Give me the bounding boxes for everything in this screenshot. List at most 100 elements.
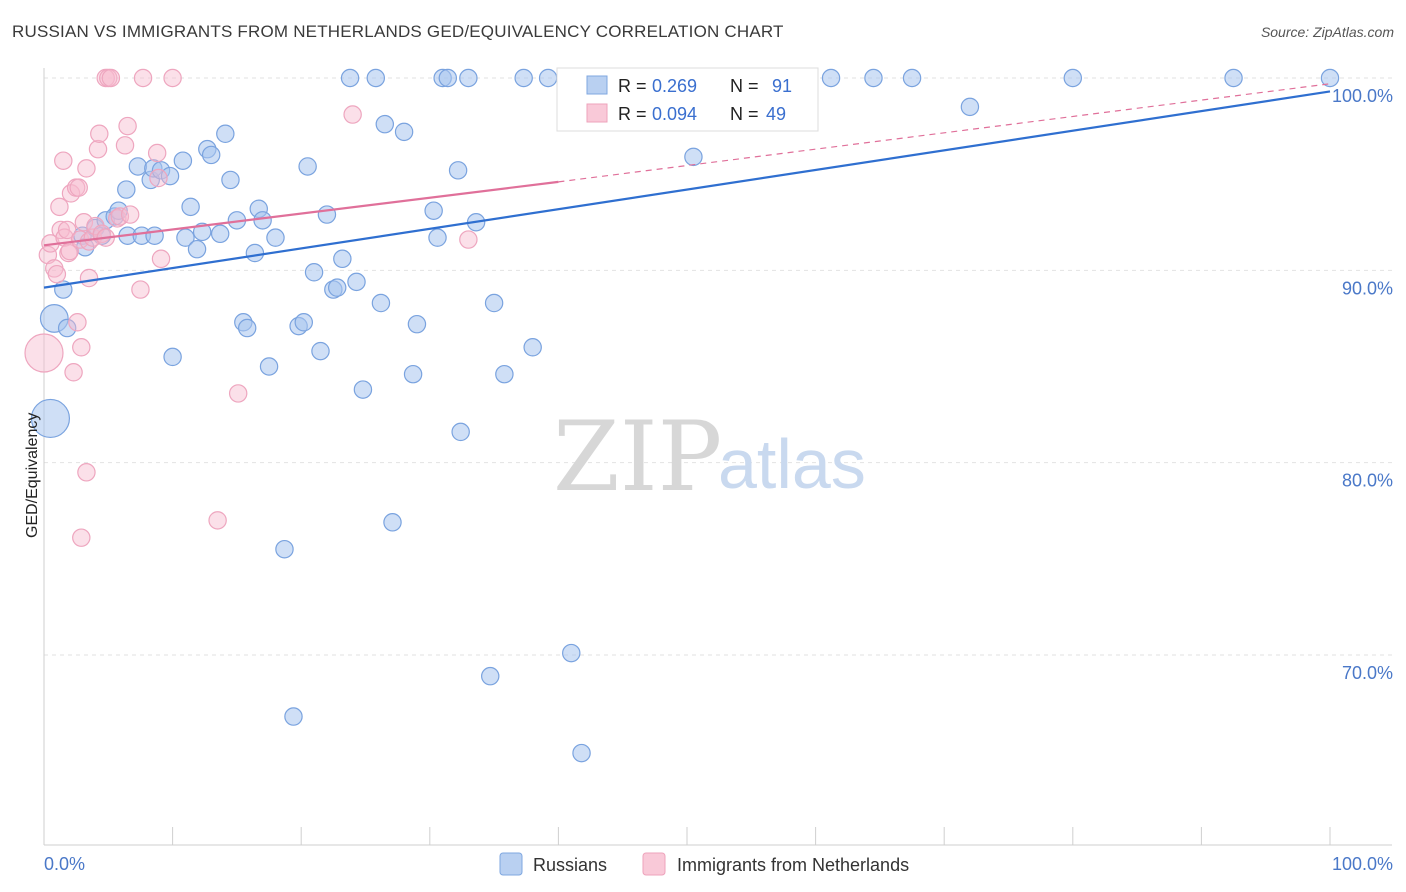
russian-point <box>403 364 423 384</box>
russian-point <box>145 226 164 245</box>
watermark: ZIP atlas <box>553 401 866 513</box>
legend-r-label-russians: R = <box>618 76 647 96</box>
netherlands-point <box>64 363 83 382</box>
russian-point <box>375 114 395 134</box>
russian-point <box>237 318 257 338</box>
bottom-legend-swatch-netherlands <box>642 852 666 876</box>
netherlands-point <box>131 280 150 299</box>
russian-point <box>428 228 447 247</box>
russian-point <box>353 380 373 399</box>
legend-r-label-netherlands: R = <box>618 104 647 124</box>
russian-point <box>514 68 533 88</box>
russian-point <box>459 68 478 88</box>
netherlands-point <box>88 139 108 159</box>
russian-point <box>438 68 458 88</box>
russian-point <box>210 224 230 244</box>
gridlines <box>44 77 1392 656</box>
netherlands-point <box>77 159 96 178</box>
russian-point <box>298 157 317 176</box>
legend-n-label-netherlands: N = <box>730 104 759 124</box>
russian-point <box>347 272 366 292</box>
y-tick-label: 90.0% <box>1342 278 1393 298</box>
chart-title: RUSSIAN VS IMMIGRANTS FROM NETHERLANDS G… <box>12 22 784 41</box>
russian-point <box>523 338 542 357</box>
legend-n-value-russians: 91 <box>772 76 792 96</box>
russian-point <box>1224 68 1243 88</box>
x-tick-label: 0.0% <box>44 854 85 874</box>
x-tick-labels: 0.0% 100.0% <box>44 854 1393 874</box>
netherlands-point <box>118 116 137 136</box>
russian-point <box>187 239 207 259</box>
netherlands-point <box>86 216 105 236</box>
russian-point <box>484 293 504 313</box>
netherlands-point <box>120 205 140 224</box>
russian-point <box>538 68 558 88</box>
russian-point <box>960 97 980 117</box>
russian-point <box>864 68 883 88</box>
netherlands-point <box>47 264 67 284</box>
netherlands-point <box>133 68 153 88</box>
russian-point <box>221 170 240 190</box>
legend-n-value-netherlands: 49 <box>766 104 786 124</box>
netherlands-point <box>149 168 168 188</box>
netherlands-point <box>72 528 91 547</box>
russian-point <box>366 68 386 88</box>
x-tick-label: 100.0% <box>1332 854 1393 874</box>
netherlands-point <box>57 220 77 240</box>
russian-point <box>160 166 180 186</box>
bottom-legend: Russians Immigrants from Netherlands <box>499 852 909 876</box>
russian-point <box>173 151 193 170</box>
netherlands-point <box>343 105 362 124</box>
russian-point <box>109 201 128 220</box>
netherlands-point <box>208 511 227 530</box>
russian-point <box>821 68 841 88</box>
netherlands-point <box>147 143 167 163</box>
russian-point <box>245 243 265 263</box>
top-legend: R = 0.269 N = 91 R = 0.094 N = 49 <box>556 67 819 132</box>
netherlands-point <box>24 333 64 373</box>
netherlands-point <box>74 213 94 232</box>
russian-point <box>259 357 279 376</box>
russian-point <box>181 197 200 217</box>
russian-point <box>562 643 581 663</box>
netherlands-point <box>228 384 248 403</box>
russian-point <box>294 313 314 332</box>
russian-point <box>481 666 500 686</box>
russian-point <box>572 743 591 763</box>
russian-point <box>275 539 294 559</box>
russian-point <box>284 707 303 726</box>
russian-point <box>311 341 330 361</box>
russian-point <box>216 124 235 144</box>
russian-point <box>201 145 221 165</box>
netherlands-point <box>79 268 99 288</box>
russian-point <box>163 347 182 367</box>
netherlands-point <box>69 178 88 197</box>
russian-point <box>304 263 324 282</box>
y-tick-labels: 70.0% 80.0% 90.0% 100.0% <box>1332 86 1393 683</box>
netherlands-point <box>459 230 478 249</box>
russian-point <box>451 422 470 442</box>
netherlands-point <box>50 197 69 217</box>
bottom-legend-netherlands: Immigrants from Netherlands <box>677 855 909 875</box>
russian-point <box>383 513 402 532</box>
y-tick-label: 80.0% <box>1342 471 1393 491</box>
russian-point <box>407 314 427 334</box>
legend-r-value-netherlands: 0.094 <box>652 104 697 124</box>
russian-point <box>394 122 414 142</box>
russian-point <box>448 161 468 180</box>
netherlands-point <box>77 463 96 482</box>
russian-point <box>266 228 285 247</box>
russian-point <box>371 293 391 313</box>
russian-point <box>1063 68 1083 88</box>
netherlands-point <box>54 151 73 170</box>
russian-point <box>495 364 514 384</box>
netherlands-point <box>101 68 121 88</box>
netherlands-point <box>72 338 91 357</box>
russian-point <box>253 211 272 230</box>
russian-point <box>317 205 337 224</box>
netherlands-point <box>151 249 171 269</box>
y-axis-label: GED/Equivalency <box>24 413 41 538</box>
trendlines <box>43 83 1331 289</box>
russian-point <box>128 157 148 176</box>
